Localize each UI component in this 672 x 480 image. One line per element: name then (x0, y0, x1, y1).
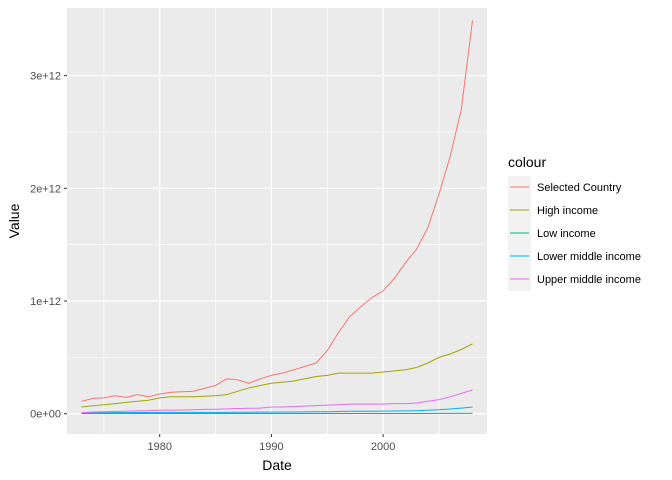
series-line-1 (81, 343, 473, 408)
series-line-3 (81, 406, 473, 414)
legend-label: Upper middle income (537, 274, 641, 286)
y-tick-label: 1e+12 (30, 296, 61, 308)
x-tick-label: 1990 (259, 441, 283, 453)
series-lines (81, 20, 473, 414)
x-axis-title: Date (262, 457, 292, 473)
legend-title: colour (508, 154, 546, 170)
legend-label: High income (537, 205, 598, 217)
x-tick-label: 1980 (147, 441, 171, 453)
y-tick-label: 0e+00 (30, 409, 61, 421)
legend: colour Selected Country High income Low in… (508, 154, 641, 291)
y-axis-title: Value (6, 203, 22, 238)
grid-minor (67, 8, 487, 434)
y-axis: 0e+00 1e+12 2e+12 3e+12 (30, 71, 67, 421)
x-axis: 1980 1990 2000 (147, 434, 395, 453)
y-tick-label: 3e+12 (30, 71, 61, 83)
y-tick-label: 2e+12 (30, 183, 61, 195)
x-tick-label: 2000 (371, 441, 395, 453)
legend-label: Lower middle income (537, 251, 641, 263)
legend-label: Selected Country (537, 182, 622, 194)
plot-panel (67, 8, 487, 434)
legend-label: Low income (537, 228, 596, 240)
series-line-0 (81, 20, 473, 402)
series-line-4 (81, 389, 473, 414)
